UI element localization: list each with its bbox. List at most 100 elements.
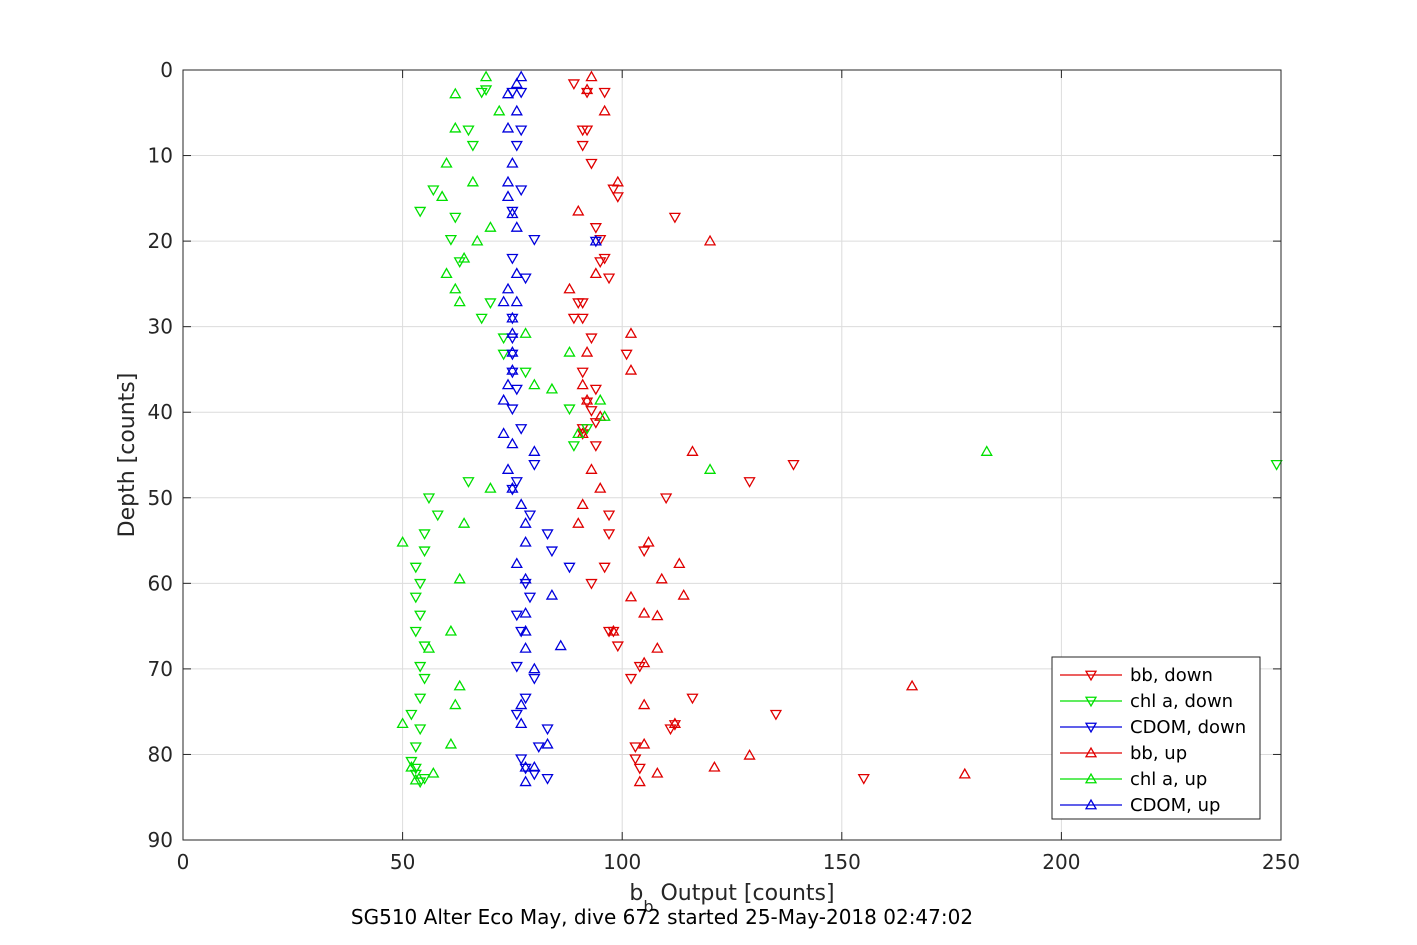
data-point [642, 535, 655, 547]
data-point [519, 572, 532, 584]
data-point [506, 253, 519, 265]
x-tick-label: 250 [1262, 850, 1300, 874]
data-point [501, 175, 515, 187]
data-point [624, 327, 638, 338]
data-point [519, 642, 532, 653]
data-point [585, 158, 598, 170]
data-point [686, 693, 699, 705]
data-point [501, 87, 515, 99]
data-point [484, 221, 497, 232]
data-point [422, 493, 436, 505]
data-point [519, 578, 532, 590]
legend-item: bb, down [1060, 665, 1213, 686]
data-point [602, 273, 616, 285]
data-point [405, 760, 418, 772]
data-point [598, 87, 611, 99]
data-point [594, 393, 607, 405]
data-point [510, 709, 523, 721]
data-point [506, 207, 519, 219]
x-tick-label: 50 [390, 850, 415, 874]
data-point [396, 717, 409, 729]
data-point [515, 626, 528, 638]
data-point [743, 748, 756, 760]
data-point [589, 223, 602, 234]
data-point [506, 206, 519, 218]
y-tick-label: 50 [148, 486, 173, 510]
legend-marker [1084, 722, 1098, 734]
data-point [515, 424, 528, 435]
series-cdom-up [497, 70, 602, 787]
data-point [576, 378, 589, 390]
data-point [668, 717, 682, 729]
data-point [598, 562, 611, 574]
data-point [479, 70, 493, 82]
data-point [493, 104, 506, 116]
data-point [515, 498, 528, 510]
series-chl-a-down [405, 85, 1283, 789]
legend-item: CDOM, up [1060, 795, 1220, 816]
data-point [479, 85, 493, 96]
data-point [611, 641, 624, 653]
data-point [414, 578, 427, 590]
x-axis-ticks: 0 50 100 150 200 250 [177, 70, 1300, 874]
data-point [523, 592, 537, 604]
data-point [414, 610, 427, 622]
data-point [703, 234, 717, 246]
data-point [449, 121, 462, 133]
data-point [541, 724, 554, 736]
data-point [673, 557, 686, 569]
data-point [414, 661, 427, 673]
data-point [466, 140, 479, 152]
series-chl-a-up [396, 70, 993, 785]
data-point [572, 204, 585, 216]
data-point [497, 349, 510, 361]
x-tick-label: 100 [603, 850, 641, 874]
data-point [501, 463, 515, 474]
data-point [506, 346, 519, 357]
data-point [541, 774, 554, 785]
x-tick-label: 0 [177, 850, 190, 874]
data-point [611, 175, 624, 187]
data-point [620, 349, 633, 361]
data-point [528, 445, 541, 456]
data-point [1270, 460, 1283, 471]
data-point [580, 397, 594, 409]
data-point [444, 624, 458, 636]
data-point [554, 639, 567, 651]
data-point [589, 441, 602, 452]
data-point [506, 367, 519, 379]
legend-marker [1084, 798, 1098, 810]
data-point [501, 190, 515, 202]
data-point [449, 212, 462, 224]
data-point [567, 79, 581, 90]
data-point [418, 529, 431, 541]
y-axis-ticks: 0 10 20 30 40 50 60 70 80 90 [148, 58, 1281, 852]
data-point [449, 698, 462, 710]
data-point [506, 404, 519, 416]
data-point [515, 754, 528, 766]
data-point [528, 378, 541, 390]
data-point [598, 104, 611, 116]
data-point [506, 327, 519, 338]
data-point [545, 382, 559, 394]
data-point [501, 282, 515, 294]
data-point [519, 606, 532, 618]
data-point [585, 406, 598, 417]
legend-marker [1084, 670, 1098, 682]
data-point [528, 760, 541, 772]
data-point [703, 463, 717, 474]
data-point [515, 185, 528, 197]
data-point [515, 87, 528, 99]
data-point [405, 756, 418, 768]
data-point [528, 769, 541, 781]
data-point [576, 498, 589, 510]
data-point [624, 363, 638, 375]
data-point [576, 367, 589, 379]
data-point [624, 590, 638, 602]
y-tick-label: 10 [148, 144, 173, 168]
plot-frame [182, 69, 1282, 841]
data-point [515, 698, 528, 710]
data-point [510, 77, 523, 89]
legend-label: chl a, up [1130, 769, 1207, 790]
data-point [519, 273, 532, 285]
